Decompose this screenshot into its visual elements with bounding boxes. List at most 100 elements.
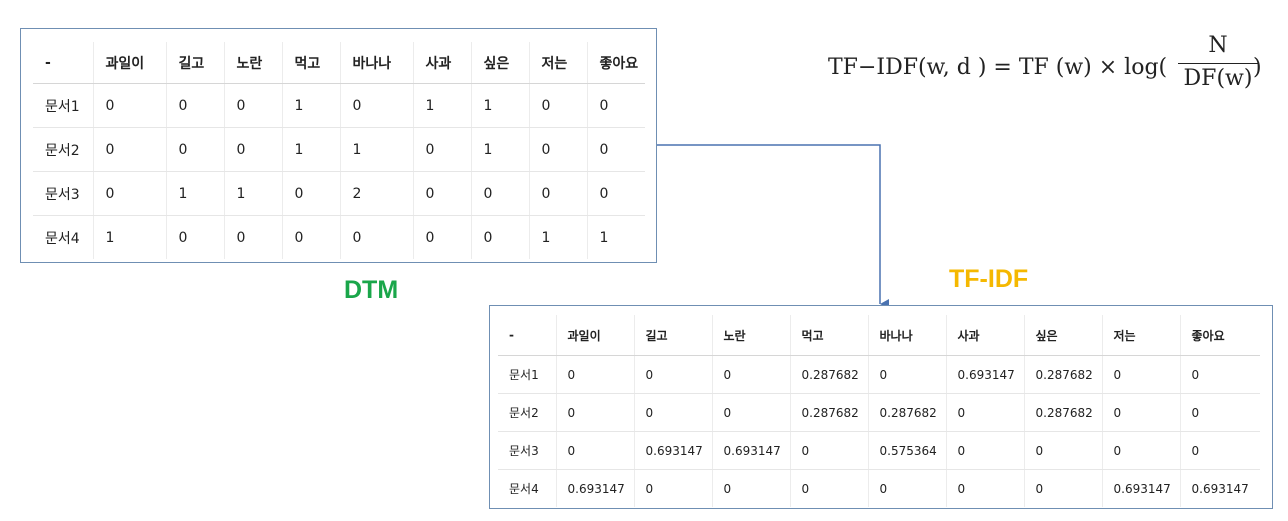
dtm-table-row: 문서3 0 1 1 0 2 0 0 0 0 [33, 171, 645, 216]
tfidf-table-row: 문서1 0 0 0 0.287682 0 0.693147 0.287682 0 0 [498, 355, 1260, 394]
tfidf-table-box: - 과일이 길고 노란 먹고 바나나 사과 싶은 저는 좋아요 문서1 0 0 0 0.287682 0 0.… [489, 305, 1273, 509]
tfidf-cell: 0 [555, 393, 634, 432]
formula-close-paren: ) [1253, 55, 1262, 80]
tfidf-header-row: - 과일이 길고 노란 먹고 바나나 사과 싶은 저는 좋아요 [498, 315, 1260, 356]
dtm-cell: 0 [339, 83, 413, 128]
tfidf-table-row: 문서4 0.693147 0 0 0 0 0 0 0.693147 0.693147 [498, 469, 1260, 507]
dtm-cell: 0 [165, 215, 224, 259]
tfidf-cell: 0 [555, 431, 634, 470]
dtm-table-row: 문서1 0 0 0 1 0 1 1 0 0 [33, 83, 645, 128]
tfidf-cell: 0 [711, 393, 790, 432]
dtm-table-box: - 과일이 길고 노란 먹고 바나나 사과 싶은 저는 좋아요 문서1 0 0 0 1 0 1 1 0 0 문서2 0 0… [20, 28, 657, 263]
dtm-column-header: 먹고 [281, 42, 340, 84]
formula-lhs: TF−IDF(w, d ) = TF (w) × log( [828, 55, 1168, 80]
dtm-cell: 0 [586, 127, 645, 172]
tfidf-cell: 0 [1023, 431, 1102, 470]
dtm-cell: 1 [281, 83, 340, 128]
dtm-column-header: 사과 [412, 42, 471, 84]
tfidf-label: TF-IDF [949, 265, 1029, 293]
tfidf-cell: 0 [711, 355, 790, 394]
tfidf-row-label: 문서4 [509, 482, 539, 496]
dtm-cell: 0 [586, 83, 645, 128]
dtm-cell: 1 [339, 127, 413, 172]
dtm-row-label: 문서3 [33, 171, 93, 216]
dtm-table-row: 문서4 1 0 0 0 0 0 0 1 1 [33, 215, 645, 259]
tfidf-row-label: 문서3 [498, 431, 556, 470]
tfidf-cell: 0.575364 [867, 431, 946, 470]
dtm-cell: 1 [586, 215, 645, 259]
tfidf-cell: 0 [1179, 355, 1260, 394]
tfidf-cell: 0.287682 [867, 393, 946, 432]
dtm-column-header: - [33, 42, 93, 84]
dtm-cell: 0 [165, 127, 224, 172]
dtm-cell: 0 [412, 215, 471, 259]
fraction-bar [1178, 63, 1258, 64]
dtm-cell: 0 [470, 171, 529, 216]
dtm-cell: 1 [470, 127, 529, 172]
tfidf-cell: 0.693147 [711, 431, 790, 470]
tfidf-cell: 0.693147 [633, 431, 712, 470]
tfidf-cell: 0 [711, 469, 790, 507]
tfidf-cell: 0.693147 [1101, 469, 1180, 507]
dtm-cell: 0 [528, 127, 587, 172]
dtm-cell: 0 [223, 127, 282, 172]
tfidf-cell: 0 [867, 355, 946, 394]
dtm-cell: 0 [281, 215, 340, 259]
dtm-row-label: 문서4 [45, 230, 80, 247]
dtm-cell: 1 [470, 83, 529, 128]
dtm-cell: 1 [281, 127, 340, 172]
tfidf-cell: 0.693147 [945, 355, 1024, 394]
dtm-label: DTM [344, 276, 399, 304]
dtm-column-header: 저는 [528, 42, 587, 84]
tfidf-row-label: 문서1 [498, 355, 556, 394]
dtm-cell: 1 [223, 171, 282, 216]
dtm-column-header: 싶은 [470, 42, 529, 84]
dtm-cell: 0 [528, 171, 587, 216]
tfidf-cell: 0.693147 [555, 469, 634, 507]
dtm-cell: 2 [339, 171, 413, 216]
formula-fraction: N DF(w) [1178, 32, 1258, 94]
dtm-header-row: - 과일이 길고 노란 먹고 바나나 사과 싶은 저는 좋아요 [33, 42, 645, 84]
dtm-cell: 1 [528, 215, 587, 259]
dtm-column-header: 노란 [223, 42, 282, 84]
tfidf-cell: 0 [945, 469, 1024, 507]
dtm-cell: 0 [165, 83, 224, 128]
tfidf-cell: 0 [1023, 469, 1102, 507]
tfidf-column-header: - [498, 315, 556, 356]
tfidf-cell: 0 [789, 469, 868, 507]
tfidf-cell: 0 [945, 393, 1024, 432]
dtm-table-row: 문서2 0 0 0 1 1 0 1 0 0 [33, 127, 645, 172]
tfidf-table-row: 문서2 0 0 0 0.287682 0.287682 0 0.287682 0 0 [498, 393, 1260, 432]
tfidf-cell: 0.287682 [789, 393, 868, 432]
dtm-column-header: 과일이 [92, 42, 166, 84]
tfidf-column-header: 길고 [633, 315, 712, 356]
tfidf-cell: 0 [1179, 431, 1260, 470]
tfidf-column-header: 싶은 [1023, 315, 1102, 356]
dtm-table-body: 문서1 0 0 0 1 0 1 1 0 0 문서2 0 0 0 1 1 0 1 0 0 문서3 0 1 1 0 2 0 0 0 0 문서4 1… [33, 83, 645, 259]
dtm-cell: 0 [412, 127, 471, 172]
dtm-cell: 0 [281, 171, 340, 216]
dtm-cell: 0 [339, 215, 413, 259]
dtm-cell: 1 [412, 83, 471, 128]
dtm-column-header: 길고 [165, 42, 224, 84]
tfidf-cell: 0 [1101, 431, 1180, 470]
dtm-cell: 0 [92, 83, 166, 128]
tfidf-cell: 0 [789, 431, 868, 470]
dtm-row-label: 문서2 [33, 127, 93, 172]
tfidf-table: - 과일이 길고 노란 먹고 바나나 사과 싶은 저는 좋아요 문서1 0 0 0 0.287682 0 0.… [498, 315, 1260, 507]
dtm-cell: 0 [223, 83, 282, 128]
tfidf-column-header: 과일이 [555, 315, 634, 356]
dtm-cell: 0 [92, 127, 166, 172]
tfidf-cell: 0.287682 [1023, 393, 1102, 432]
dtm-column-header: 좋아요 [586, 42, 645, 84]
tfidf-cell: 0 [555, 355, 634, 394]
tfidf-cell: 0 [633, 355, 712, 394]
tfidf-cell: 0 [945, 431, 1024, 470]
dtm-cell: 0 [528, 83, 587, 128]
tfidf-cell: 0 [633, 393, 712, 432]
tfidf-column-header: 저는 [1101, 315, 1180, 356]
tfidf-column-header: 바나나 [867, 315, 946, 356]
tfidf-row-label: 문서2 [498, 393, 556, 432]
tfidf-column-header: 먹고 [789, 315, 868, 356]
tfidf-cell: 0 [867, 469, 946, 507]
